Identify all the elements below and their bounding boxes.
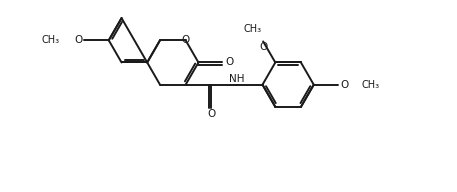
Text: CH₃: CH₃ [362,80,380,90]
Text: CH₃: CH₃ [42,35,60,45]
Text: O: O [340,80,348,90]
Text: O: O [225,57,233,68]
Text: O: O [181,35,190,45]
Text: NH: NH [229,74,244,84]
Text: O: O [74,35,82,45]
Text: CH₃: CH₃ [243,24,261,34]
Text: O: O [207,109,215,119]
Text: O: O [259,42,267,52]
